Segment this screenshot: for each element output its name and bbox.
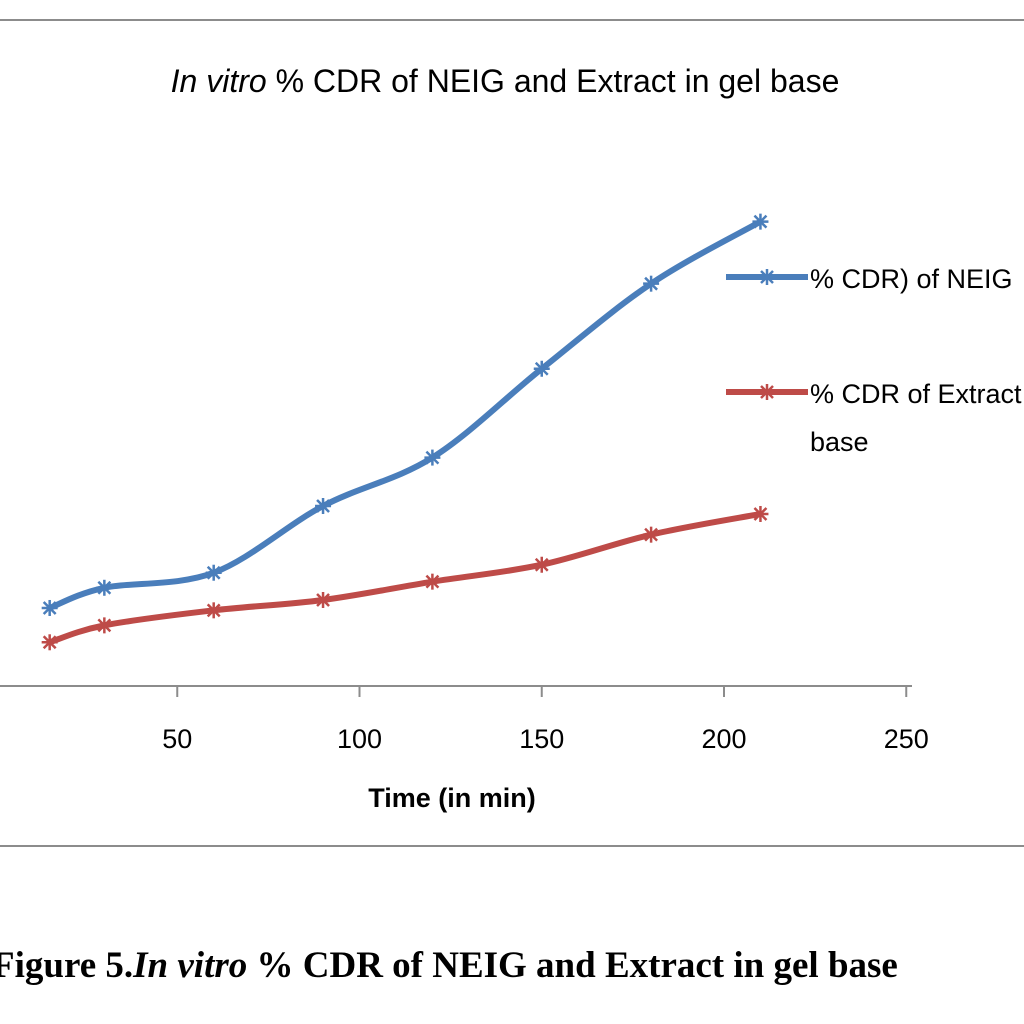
series-1-point-4 [315,497,332,514]
series-1-point-3 [205,564,222,581]
x-axis-title: Time (in min) [368,783,536,813]
x-tick-label-100: 100 [337,724,382,754]
x-tick-label-250: 250 [884,724,929,754]
x-tick-label-50: 50 [162,724,192,754]
legend-item-1: % CDR) of NEIG [726,264,1013,294]
series-2-point-5 [424,573,441,590]
series-2-point-4 [315,591,332,608]
x-tick-label-150: 150 [519,724,564,754]
legend-marker-1 [759,269,775,285]
legend-label-2-line-1: % CDR of Extract in gel [810,379,1024,409]
figure-caption: Figure 5.In vitro % CDR of NEIG and Extr… [0,944,898,987]
caption-rest: % CDR of NEIG and Extract in gel base [247,945,898,986]
series-2-point-8 [752,505,769,522]
legend-label-2-line-2: base [810,427,869,457]
series-1-point-7 [643,275,660,292]
series-2-point-2 [96,617,113,634]
series-2-point-3 [205,602,222,619]
series-1-point-1 [41,599,58,616]
caption-italic: In vitro [133,945,248,986]
series-1-point-5 [424,449,441,466]
series-1-point-2 [96,579,113,596]
legend-item-2: % CDR of Extract in gel base [726,379,1024,457]
series-2 [41,505,769,651]
legend: % CDR) of NEIG % CDR of Extract in gel bas… [726,264,1024,457]
legend-label-1-line-1: % CDR) of NEIG [810,264,1013,294]
series-2-line [46,510,764,646]
chart-title: In vitro % CDR of NEIG and Extract in ge… [171,63,840,99]
caption-prefix: Figure 5. [0,945,134,986]
series-1-point-6 [533,360,550,377]
series-2-point-6 [533,556,550,573]
x-axis-ticks: 50 100 150 200 250 [162,686,929,754]
x-tick-label-200: 200 [701,724,746,754]
legend-marker-2 [759,384,775,400]
series-2-point-1 [41,634,58,651]
series-1-point-8 [752,213,769,230]
plot-area [41,213,769,651]
series-1 [41,213,769,616]
series-2-point-7 [643,526,660,543]
